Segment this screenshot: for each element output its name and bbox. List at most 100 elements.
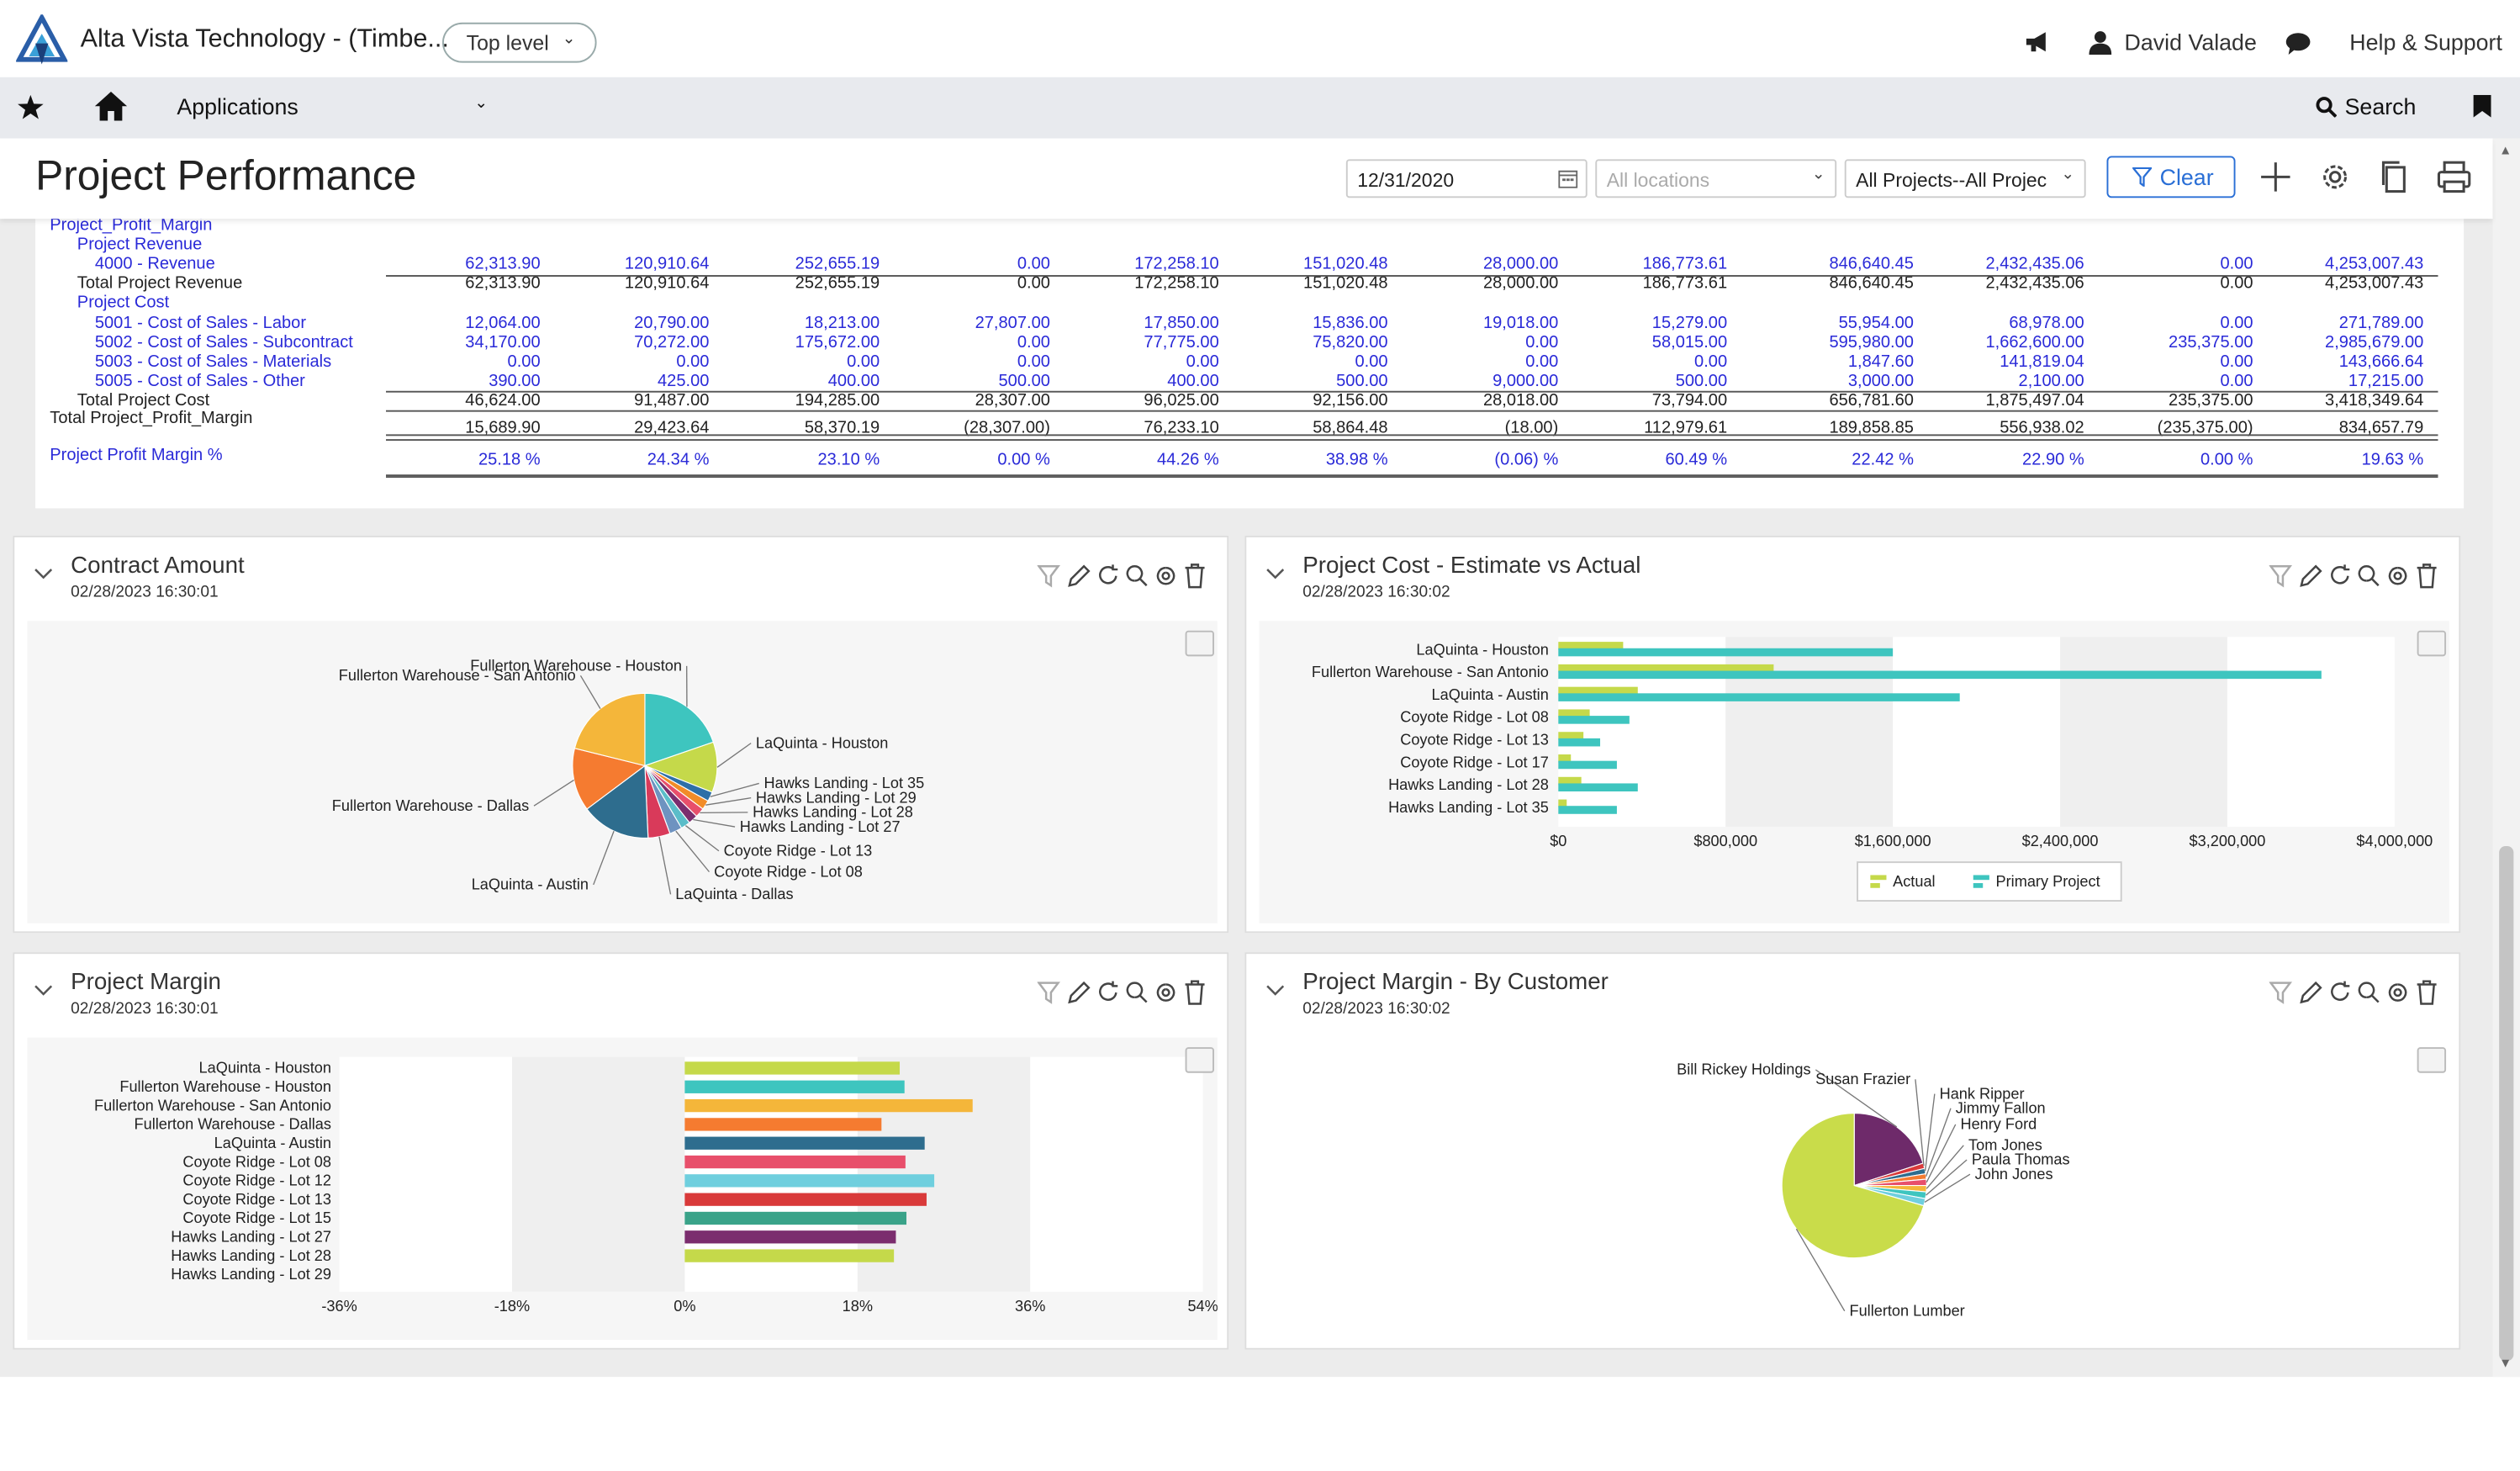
edit-icon[interactable] bbox=[2300, 981, 2322, 1004]
report-cell: 34,170.00 bbox=[465, 332, 541, 352]
report-row-label: 5005 - Cost of Sales - Other bbox=[94, 371, 305, 391]
clear-filter-button[interactable]: Clear bbox=[2106, 156, 2236, 198]
report-cell: 60.49 % bbox=[1665, 450, 1728, 470]
projects-select[interactable]: All Projects--All Projec ⌄ bbox=[1844, 159, 2086, 198]
date-field[interactable]: 12/31/2020 bbox=[1345, 159, 1588, 198]
page-scrollbar[interactable]: ▲ ▼ bbox=[2492, 138, 2520, 1378]
chevron-down-icon[interactable] bbox=[1265, 983, 1285, 999]
margin-bar bbox=[684, 1230, 896, 1244]
report-row-label: 5001 - Cost of Sales - Labor bbox=[94, 313, 307, 333]
favorites-star-icon[interactable] bbox=[18, 94, 44, 119]
panel-toolbar-icons bbox=[1037, 980, 1205, 1005]
report-cell: 500.00 bbox=[1675, 371, 1728, 391]
locations-select[interactable]: All locations ⌄ bbox=[1595, 159, 1837, 198]
refresh-icon[interactable] bbox=[1099, 981, 1118, 1001]
chevron-down-icon[interactable]: ⌄ bbox=[474, 94, 489, 113]
chat-icon[interactable] bbox=[2285, 32, 2311, 56]
app-title[interactable]: Alta Vista Technology - (Timbe... bbox=[80, 25, 449, 54]
x-tick-label: $4,000,000 bbox=[2356, 833, 2433, 849]
company-logo-icon[interactable] bbox=[16, 14, 68, 66]
report-row-label: Project Cost bbox=[77, 293, 170, 313]
edit-icon[interactable] bbox=[1068, 981, 1091, 1004]
zoom-icon-shape bbox=[2358, 565, 2380, 587]
applications-menu[interactable]: Applications bbox=[177, 93, 298, 119]
edit-icon[interactable] bbox=[2300, 564, 2322, 587]
print-icon[interactable] bbox=[2437, 159, 2472, 194]
calendar-icon[interactable] bbox=[1558, 169, 1578, 188]
report-cell: 28,018.00 bbox=[1482, 390, 1559, 410]
report-cell: 0.00 bbox=[2220, 273, 2253, 294]
plot-band bbox=[511, 1056, 685, 1292]
filter-icon[interactable] bbox=[2269, 564, 2293, 588]
user-name[interactable]: David Valade bbox=[2124, 29, 2257, 56]
edit-icon[interactable] bbox=[1068, 564, 1091, 587]
zoom-icon[interactable] bbox=[2358, 982, 2380, 1003]
help-support-link[interactable]: Help & Support bbox=[2349, 29, 2502, 56]
bookmark-icon[interactable] bbox=[2473, 94, 2491, 118]
report-cell: 0.00 bbox=[676, 352, 710, 372]
settings-gear-icon[interactable] bbox=[1156, 566, 1175, 585]
settings-gear-icon[interactable] bbox=[2388, 983, 2407, 1002]
x-tick-label: 0% bbox=[674, 1298, 695, 1315]
zoom-icon[interactable] bbox=[2358, 565, 2380, 587]
settings-gear-icon-shape bbox=[2388, 566, 2407, 585]
delete-icon[interactable] bbox=[1185, 980, 1205, 1005]
bar-actual bbox=[1558, 686, 1638, 696]
zoom-icon[interactable] bbox=[1126, 982, 1148, 1003]
chevron-down-icon[interactable] bbox=[34, 983, 53, 999]
home-icon[interactable] bbox=[94, 92, 128, 121]
filter-icon[interactable] bbox=[1037, 982, 1060, 1004]
search-button[interactable]: Search bbox=[2344, 93, 2417, 119]
delete-icon[interactable] bbox=[2417, 564, 2437, 589]
report-cell: 846,640.45 bbox=[1829, 254, 1914, 274]
report-cell: 1,875,497.04 bbox=[1985, 390, 2084, 410]
report-cell: 0.00 bbox=[2220, 254, 2253, 274]
pie-label: Hawks Landing - Lot 29 bbox=[756, 789, 917, 806]
margin-bar bbox=[684, 1211, 906, 1225]
category-label: LaQuinta - Austin bbox=[214, 1135, 331, 1151]
settings-gear-icon[interactable] bbox=[2388, 566, 2407, 585]
chevron-down-icon[interactable] bbox=[34, 566, 53, 582]
settings-gear-icon[interactable] bbox=[2317, 159, 2353, 194]
category-label: LaQuinta - Houston bbox=[1416, 641, 1548, 658]
clear-label: Clear bbox=[2159, 164, 2214, 190]
report-cell: 12,064.00 bbox=[465, 313, 541, 333]
refresh-icon[interactable] bbox=[2331, 564, 2350, 585]
refresh-icon[interactable] bbox=[1099, 564, 1118, 585]
category-label: Hawks Landing - Lot 28 bbox=[1388, 776, 1549, 793]
settings-gear-icon[interactable] bbox=[1156, 983, 1175, 1002]
pie-label: Bill Rickey Holdings bbox=[1677, 1061, 1810, 1078]
megaphone-icon[interactable] bbox=[2025, 30, 2051, 53]
report-row-label: 4000 - Revenue bbox=[94, 254, 215, 274]
download-icon[interactable] bbox=[2417, 630, 2447, 657]
download-icon[interactable] bbox=[1185, 630, 1215, 657]
report-cell: 15,279.00 bbox=[1651, 313, 1728, 333]
category-label: Coyote Ridge - Lot 08 bbox=[182, 1153, 331, 1170]
add-icon[interactable] bbox=[2258, 159, 2293, 194]
scroll-up-icon[interactable]: ▲ bbox=[2499, 143, 2512, 158]
pie-slice bbox=[572, 747, 647, 810]
level-dropdown[interactable]: Top level ⌄ bbox=[441, 22, 597, 63]
legend-swatch bbox=[1973, 875, 1989, 881]
zoom-icon[interactable] bbox=[1126, 565, 1148, 587]
settings-gear-icon-shape bbox=[2388, 983, 2407, 1002]
report-cell: 390.00 bbox=[489, 371, 541, 391]
report-cell: 55,954.00 bbox=[1838, 313, 1914, 333]
scrollbar-thumb[interactable] bbox=[2499, 846, 2514, 1362]
download-icon[interactable] bbox=[2417, 1047, 2447, 1073]
delete-icon[interactable] bbox=[2417, 980, 2437, 1005]
download-icon[interactable] bbox=[1185, 1047, 1215, 1073]
delete-icon[interactable] bbox=[1185, 564, 1205, 589]
panel-toolbar-icons bbox=[2269, 980, 2437, 1005]
panel-toolbar-icons bbox=[1037, 564, 1205, 589]
report-cell: 0.00 bbox=[2220, 371, 2253, 391]
refresh-icon[interactable] bbox=[2331, 981, 2350, 1001]
scroll-down-icon[interactable]: ▼ bbox=[2499, 1356, 2512, 1371]
report-cell: 25.18 % bbox=[478, 450, 541, 470]
category-label: Fullerton Warehouse - San Antonio bbox=[94, 1097, 331, 1114]
copy-icon[interactable] bbox=[2377, 159, 2412, 194]
filter-icon[interactable] bbox=[1037, 564, 1060, 588]
chevron-down-icon[interactable] bbox=[1265, 566, 1285, 582]
search-icon[interactable] bbox=[2316, 97, 2338, 118]
filter-icon[interactable] bbox=[2269, 982, 2293, 1004]
